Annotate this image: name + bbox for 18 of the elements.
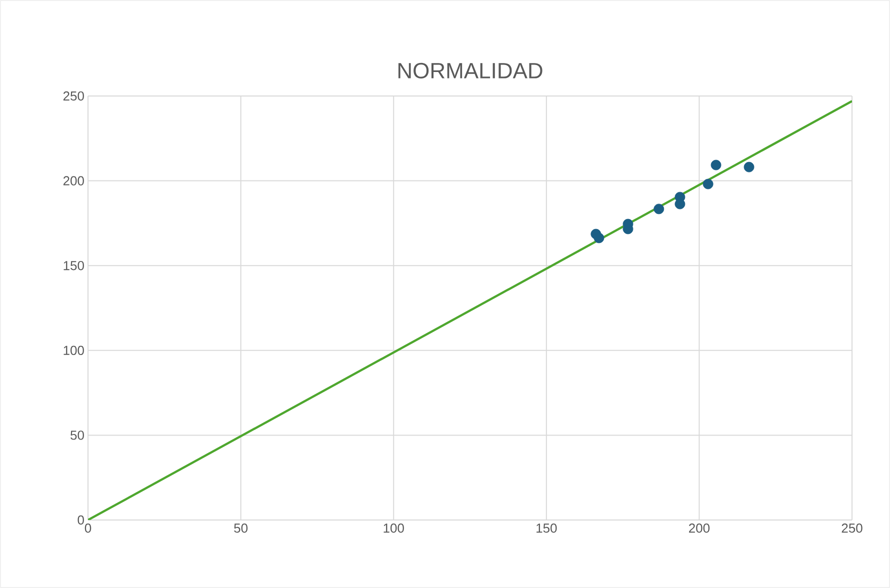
y-tick-label: 150: [64, 260, 84, 270]
x-tick-label: 150: [536, 524, 557, 533]
x-tick-label: 100: [384, 524, 404, 533]
x-tick-label: 0: [84, 524, 92, 533]
y-tick-label: 0: [78, 515, 84, 525]
point: [710, 160, 722, 170]
x-tick-label: 50: [234, 524, 248, 533]
x-tick-label: 200: [689, 524, 710, 533]
x-tick-label: 250: [842, 524, 862, 533]
point: [702, 178, 714, 190]
point: [654, 204, 664, 214]
y-tick-label: 200: [63, 176, 84, 186]
point: [594, 232, 604, 244]
chart-title: NORMALIDAD: [398, 62, 542, 78]
y-tick-label: 50: [70, 430, 84, 440]
y-tick-label: 250: [63, 91, 84, 101]
y-tick-label: 100: [64, 346, 84, 355]
point: [744, 162, 754, 172]
